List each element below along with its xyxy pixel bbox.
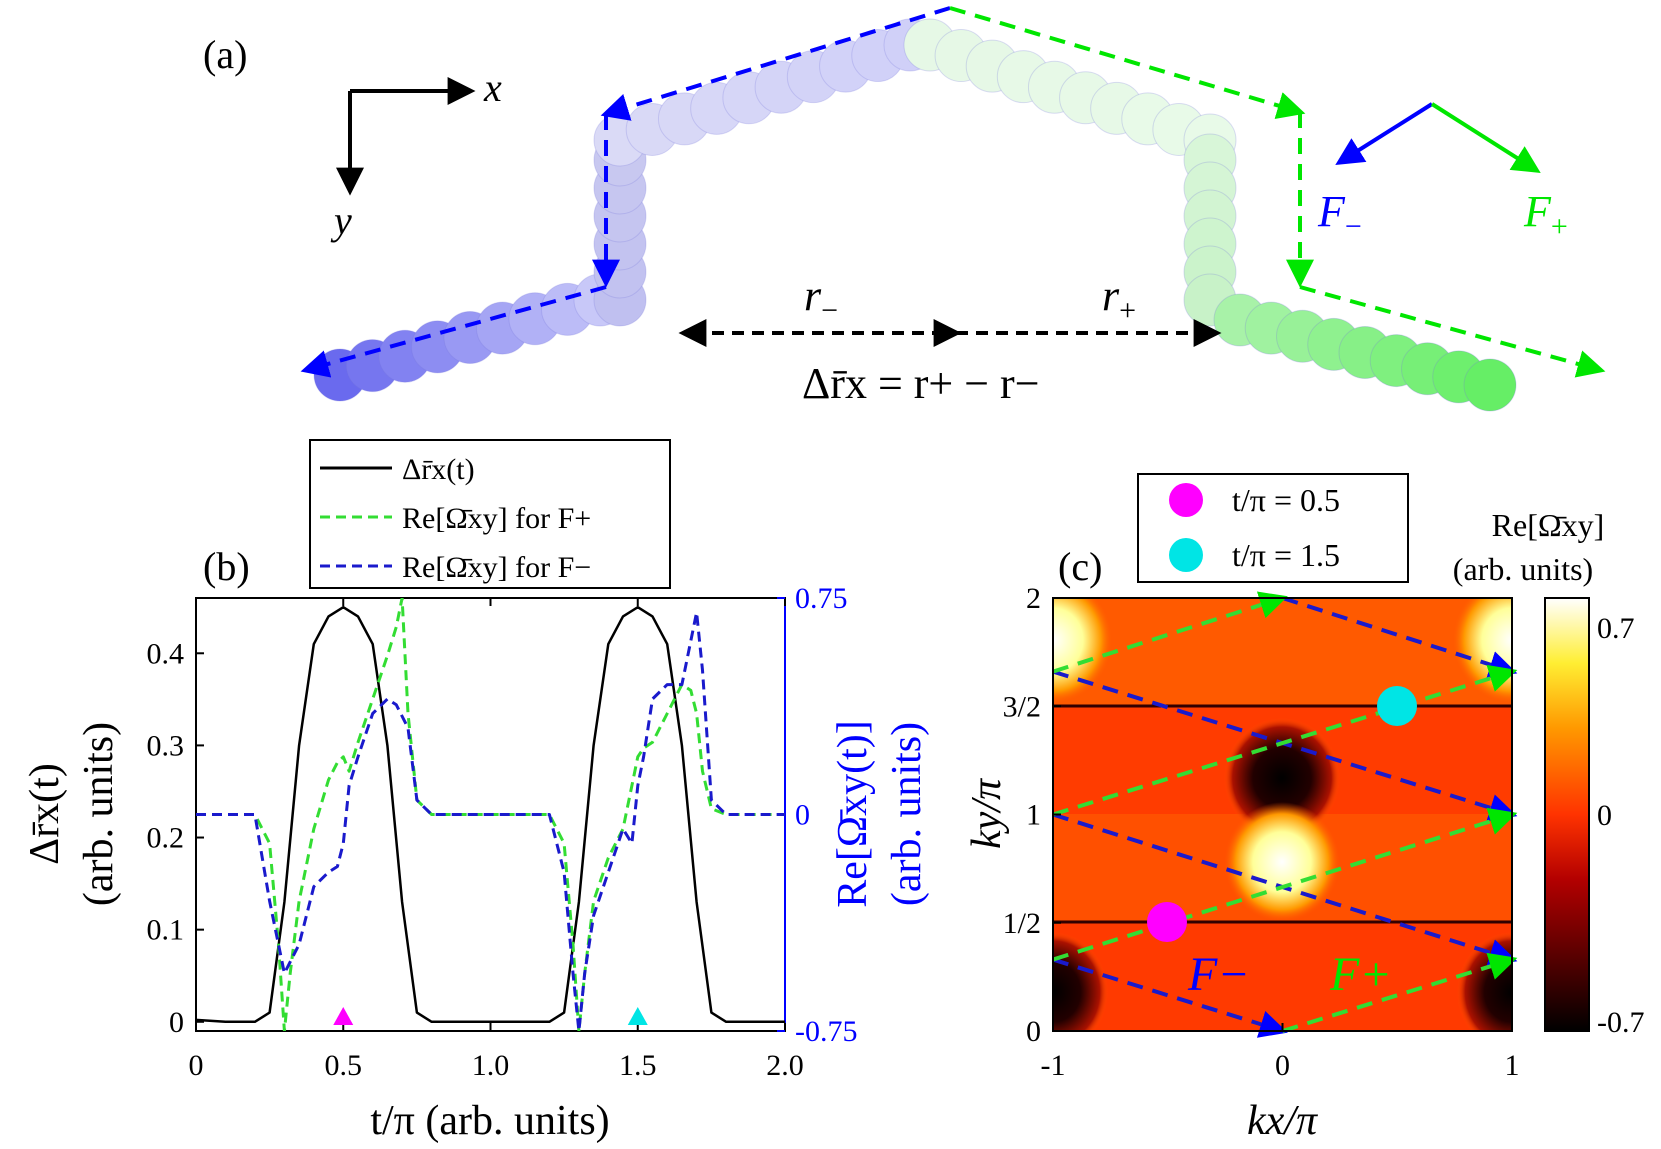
- axes-icon: [336, 77, 476, 196]
- legend-b: Δr̄x(t) Re[Ω̄xy] for F+ Re[Ω̄xy] for F−: [309, 439, 671, 589]
- colorbar-title-2: (arb. units): [1453, 551, 1593, 587]
- ky-tick-label: 0: [1026, 1015, 1041, 1048]
- plot-b-markers: [333, 1007, 648, 1025]
- y-tick-label: 0.2: [147, 822, 185, 855]
- legend-c: t/π = 0.5 t/π = 1.5: [1137, 473, 1409, 583]
- blue-trajectory-segment: [1281, 596, 1518, 679]
- plot-b-ylabel-1: Δr̄x(t): [22, 763, 68, 865]
- green-trajectory-segment: [1052, 664, 1518, 817]
- blue-path-arrows: [300, 6, 951, 378]
- plot-b-y2label-2: (arb. units): [884, 722, 930, 906]
- legend-b-item-2: Re[Ω̄xy] for F−: [402, 551, 591, 584]
- time-marker-1: [627, 1007, 648, 1025]
- green-trajectory-segment: [1052, 591, 1288, 674]
- x-tick-label: 2.0: [766, 1049, 804, 1082]
- legend-c-item-0: t/π = 0.5: [1232, 482, 1340, 518]
- marker-t05: [1147, 902, 1187, 942]
- axis-y-label: y: [330, 198, 352, 243]
- ky-tick-label: 2: [1026, 582, 1041, 615]
- y-tick-label: 0.1: [147, 914, 185, 947]
- plot-b-y2label-1: Re[Ω̄xy(t)]: [830, 720, 876, 907]
- series-line-0: [196, 605, 785, 1024]
- kx-tick-label: -1: [1041, 1049, 1066, 1082]
- legend-c-item-1: t/π = 1.5: [1232, 537, 1340, 573]
- y2-tick-label: -0.75: [795, 1015, 858, 1048]
- heatmap-paths: [1052, 591, 1518, 1038]
- ky-tick-label: 3/2: [1003, 690, 1041, 723]
- chain-particle: [1463, 358, 1517, 412]
- colorbar-tick-mid: 0: [1597, 799, 1612, 832]
- plot-b-ticks: 0 0.5 1.0 1.5 2.0 0 0.1 0.2 0.3 0.4 0.75 0 -0.75: [147, 582, 858, 1082]
- force-plus-label: F+: [1523, 187, 1568, 243]
- force-minus-label: F−: [1317, 187, 1362, 243]
- legend-c-marker-1: [1169, 538, 1203, 572]
- y-tick-label: 0.4: [147, 637, 185, 670]
- legend-b-item-0: Δr̄x(t): [402, 453, 475, 486]
- y-tick-label: 0: [169, 1006, 184, 1039]
- delta-r-equation: Δr̄x = r+ − r−: [802, 359, 1040, 408]
- r-minus-label: r−: [804, 271, 838, 327]
- legend-c-marker-0: [1169, 483, 1203, 517]
- green-path-arrows: [949, 6, 1606, 378]
- plot-b-series: [196, 598, 785, 1031]
- kx-tick-label: 1: [1505, 1049, 1520, 1082]
- marker-t15: [1377, 686, 1417, 726]
- heatmap: [1053, 598, 1512, 1031]
- green-trajectory-segment: [1281, 952, 1518, 1033]
- ky-tick-label: 1: [1026, 799, 1041, 832]
- heatmap-fminus-label: F−: [1187, 948, 1250, 1001]
- plot-b-ylabel-2: (arb. units): [76, 722, 122, 906]
- colorbar-tick-bottom: -0.7: [1597, 1006, 1645, 1039]
- axis-x-label: x: [483, 65, 502, 110]
- r-plus-label: r+: [1102, 271, 1136, 327]
- ky-tick-label: 1/2: [1003, 907, 1041, 940]
- x-tick-label: 0.5: [325, 1049, 363, 1082]
- x-tick-label: 1.5: [619, 1049, 657, 1082]
- heatmap-fplus-label: F+: [1329, 948, 1392, 1001]
- kx-tick-label: 0: [1275, 1049, 1290, 1082]
- time-marker-0: [333, 1007, 354, 1025]
- panel-label-c: (c): [1058, 544, 1102, 589]
- x-tick-label: 0: [189, 1049, 204, 1082]
- panel-label-b: (b): [203, 544, 250, 589]
- particle-chain: [313, 18, 1517, 412]
- heatmap-ylabel: ky/π: [964, 778, 1010, 849]
- heatmap-xlabel: kx/π: [1247, 1098, 1318, 1144]
- panel-label-a: (a): [203, 32, 247, 77]
- green-trajectory-segment: [1052, 807, 1518, 962]
- x-tick-label: 1.0: [472, 1049, 510, 1082]
- y2-tick-label: 0.75: [795, 582, 848, 615]
- colorbar-tick-top: 0.7: [1597, 612, 1635, 645]
- plot-b-xlabel: t/π (arb. units): [370, 1098, 609, 1144]
- colorbar: [1544, 597, 1590, 1032]
- y2-tick-label: 0: [795, 799, 810, 832]
- colorbar-title-1: Re[Ω̄xy]: [1492, 507, 1605, 543]
- blue-trajectory-segment: [1052, 957, 1288, 1038]
- series-line-2: [196, 610, 785, 1031]
- y-tick-label: 0.3: [147, 729, 185, 762]
- legend-b-item-1: Re[Ω̄xy] for F+: [402, 502, 591, 535]
- heatmap-ticks: -1 0 101/213/22: [1003, 582, 1520, 1082]
- force-arrows-icon: [1335, 102, 1541, 174]
